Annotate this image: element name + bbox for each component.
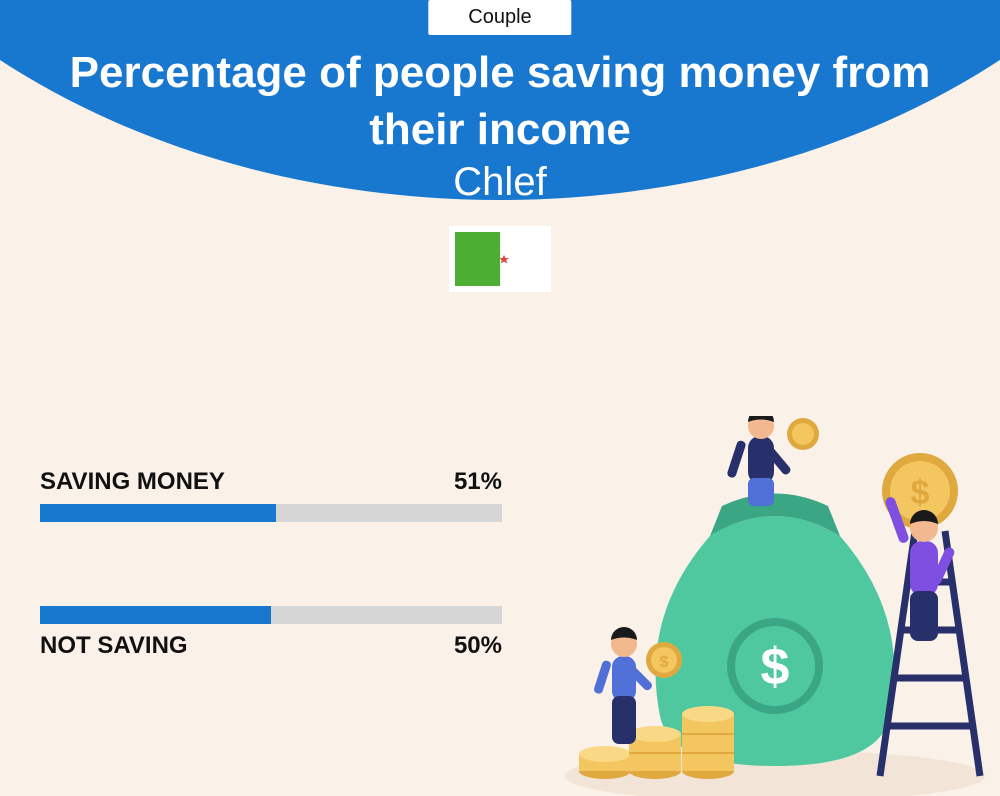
bar-label: SAVING MONEY: [40, 468, 225, 496]
bar-value: 51%: [454, 468, 502, 496]
flag-container: [449, 226, 551, 292]
coin-stacks: [579, 706, 734, 779]
bar-value: 50%: [454, 632, 502, 660]
bar-label-row: SAVING MONEY 51%: [40, 468, 502, 496]
category-label: Couple: [468, 6, 531, 28]
bar-track: [40, 504, 502, 522]
bar-track: [40, 606, 502, 624]
bar-fill: [40, 606, 271, 624]
category-badge: Couple: [428, 0, 571, 35]
person-top: [726, 416, 819, 506]
svg-text:$: $: [911, 474, 930, 512]
algeria-flag: [455, 232, 545, 286]
flag-emblem: [486, 245, 514, 273]
bar-label: NOT SAVING: [40, 632, 188, 660]
svg-text:$: $: [660, 654, 669, 671]
page-subtitle: Chlef: [0, 160, 1000, 205]
bars-section: SAVING MONEY 51% NOT SAVING 50%: [40, 468, 502, 744]
page-title: Percentage of people saving money from t…: [0, 44, 1000, 158]
bar-label-row: NOT SAVING 50%: [40, 632, 502, 660]
savings-illustration: $ $: [560, 416, 990, 796]
bar-fill: [40, 504, 276, 522]
bar-not-saving: NOT SAVING 50%: [40, 606, 502, 660]
dollar-sign-icon: $: [761, 638, 790, 696]
bar-saving-money: SAVING MONEY 51%: [40, 468, 502, 522]
